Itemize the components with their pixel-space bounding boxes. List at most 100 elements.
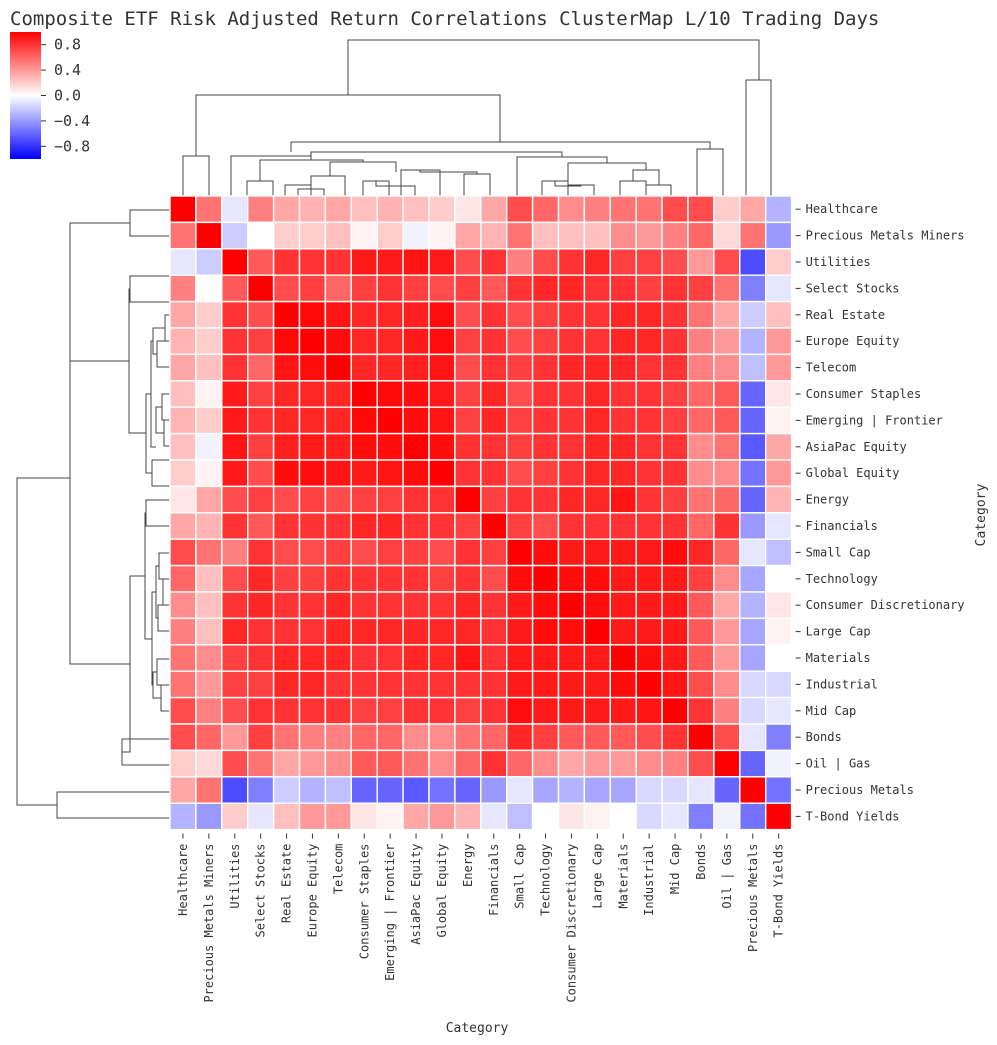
heatmap-cell-14-3 bbox=[246, 564, 275, 593]
heatmap-cell-2-5 bbox=[298, 248, 327, 276]
heatmap-cell-23-4 bbox=[272, 802, 301, 831]
heatmap-cell-2-12 bbox=[480, 248, 508, 276]
y-tick-label: Mid Cap bbox=[806, 704, 857, 718]
y-tick-label: Materials bbox=[806, 651, 871, 665]
heatmap-cell-23-17 bbox=[609, 802, 637, 831]
heatmap-cell-12-13 bbox=[506, 512, 534, 540]
heatmap-cell-19-15 bbox=[557, 696, 586, 725]
heatmap-cell-0-2 bbox=[221, 195, 249, 224]
heatmap-cell-19-5 bbox=[298, 696, 327, 725]
heatmap-cell-2-3 bbox=[246, 248, 275, 276]
y-tick-label: AsiaPac Equity bbox=[806, 440, 907, 454]
heatmap-cell-18-3 bbox=[246, 670, 275, 699]
heatmap-cell-15-2 bbox=[221, 591, 249, 620]
dendrogram-link bbox=[284, 184, 312, 196]
heatmap-cell-6-13 bbox=[506, 353, 534, 382]
heatmap-cell-9-2 bbox=[221, 432, 249, 461]
heatmap-cell-2-6 bbox=[324, 248, 352, 276]
heatmap-cell-16-4 bbox=[272, 617, 301, 646]
heatmap-cell-20-21 bbox=[713, 723, 741, 752]
heatmap-cell-8-19 bbox=[661, 406, 689, 435]
heatmap-cell-10-17 bbox=[609, 459, 637, 488]
heatmap-cell-20-3 bbox=[246, 723, 275, 752]
y-tick-label: Industrial bbox=[806, 677, 878, 691]
heatmap-cell-4-8 bbox=[376, 300, 404, 329]
heatmap-cell-11-2 bbox=[221, 485, 249, 514]
heatmap-cell-9-3 bbox=[246, 432, 275, 461]
column-dendrogram bbox=[182, 39, 772, 196]
heatmap-cell-13-6 bbox=[324, 538, 352, 567]
dendrogram-link bbox=[151, 459, 170, 487]
heatmap-cell-0-10 bbox=[428, 195, 456, 224]
heatmap-cell-13-9 bbox=[402, 538, 430, 567]
heatmap-cell-12-9 bbox=[402, 512, 430, 540]
heatmap-cell-5-0 bbox=[169, 327, 197, 356]
heatmap-cell-16-6 bbox=[324, 617, 352, 646]
heatmap-cell-21-7 bbox=[350, 749, 378, 778]
dendrogram-link bbox=[329, 161, 397, 176]
heatmap-cell-7-3 bbox=[246, 380, 275, 408]
heatmap-cell-20-17 bbox=[609, 723, 637, 752]
heatmap-cell-4-3 bbox=[246, 300, 275, 329]
heatmap-cell-11-21 bbox=[713, 485, 741, 514]
colorbar-tick-label: −0.8 bbox=[54, 137, 90, 155]
heatmap-cell-22-21 bbox=[713, 776, 741, 804]
dendrogram-link bbox=[619, 180, 647, 196]
heatmap-cell-5-16 bbox=[583, 327, 612, 356]
heatmap-cell-1-11 bbox=[454, 221, 482, 250]
heatmap-cell-8-21 bbox=[713, 406, 741, 435]
y-tick-label: Europe Equity bbox=[806, 334, 900, 348]
heatmap-cell-7-18 bbox=[635, 380, 663, 408]
x-tick-label: Global Equity bbox=[435, 844, 449, 938]
heatmap-cell-14-10 bbox=[428, 564, 456, 593]
heatmap-cell-7-0 bbox=[169, 380, 197, 408]
dendrogram-link bbox=[310, 175, 346, 196]
dendrogram-link bbox=[129, 209, 170, 237]
heatmap-cell-12-12 bbox=[480, 512, 508, 540]
heatmap-cell-9-11 bbox=[454, 432, 482, 461]
heatmap-cell-20-0 bbox=[169, 723, 197, 752]
dendrogram-link bbox=[157, 604, 170, 632]
heatmap-cell-1-12 bbox=[480, 221, 508, 250]
heatmap-cell-16-3 bbox=[246, 617, 275, 646]
dendrogram-link bbox=[129, 275, 170, 303]
heatmap-cell-21-12 bbox=[480, 749, 508, 778]
heatmap-cell-2-15 bbox=[557, 248, 586, 276]
dendrogram-link bbox=[128, 288, 146, 434]
heatmap-cell-19-4 bbox=[272, 696, 301, 725]
heatmap-cell-16-1 bbox=[195, 617, 223, 646]
heatmap-cell-9-19 bbox=[661, 432, 689, 461]
heatmap-cell-6-20 bbox=[687, 353, 715, 382]
heatmap-cell-9-16 bbox=[583, 432, 612, 461]
dendrogram-link bbox=[230, 155, 312, 196]
heatmap-cell-14-4 bbox=[272, 564, 301, 593]
heatmap-cell-21-18 bbox=[635, 749, 663, 778]
heatmap-cell-19-16 bbox=[583, 696, 612, 725]
heatmap-cell-18-8 bbox=[376, 670, 404, 699]
heatmap-cell-13-7 bbox=[350, 538, 378, 567]
y-tick-label: Precious Metals Miners bbox=[806, 229, 965, 243]
heatmap-cell-21-19 bbox=[661, 749, 689, 778]
heatmap-cell-6-5 bbox=[298, 353, 327, 382]
dendrogram-link bbox=[290, 141, 711, 152]
heatmap-cell-12-6 bbox=[324, 512, 352, 540]
heatmap-cell-15-10 bbox=[428, 591, 456, 620]
heatmap-cell-18-13 bbox=[506, 670, 534, 699]
heatmap-cell-3-10 bbox=[428, 274, 456, 303]
heatmap-cell-4-21 bbox=[713, 300, 741, 329]
heatmap-cell-22-11 bbox=[454, 776, 482, 804]
heatmap-cell-2-22 bbox=[739, 248, 767, 276]
heatmap-cell-14-6 bbox=[324, 564, 352, 593]
heatmap-cell-22-6 bbox=[324, 776, 352, 804]
dendrogram-link bbox=[745, 79, 772, 196]
heatmap-cell-4-23 bbox=[765, 300, 793, 329]
heatmap-cell-0-1 bbox=[195, 195, 223, 224]
heatmap-cell-0-16 bbox=[583, 195, 612, 224]
heatmap-cell-23-1 bbox=[195, 802, 223, 831]
heatmap-cell-17-15 bbox=[557, 644, 586, 672]
heatmap-cell-14-7 bbox=[350, 564, 378, 593]
heatmap-cell-20-1 bbox=[195, 723, 223, 752]
heatmap-cell-7-7 bbox=[350, 380, 378, 408]
heatmap-cell-6-6 bbox=[324, 353, 352, 382]
